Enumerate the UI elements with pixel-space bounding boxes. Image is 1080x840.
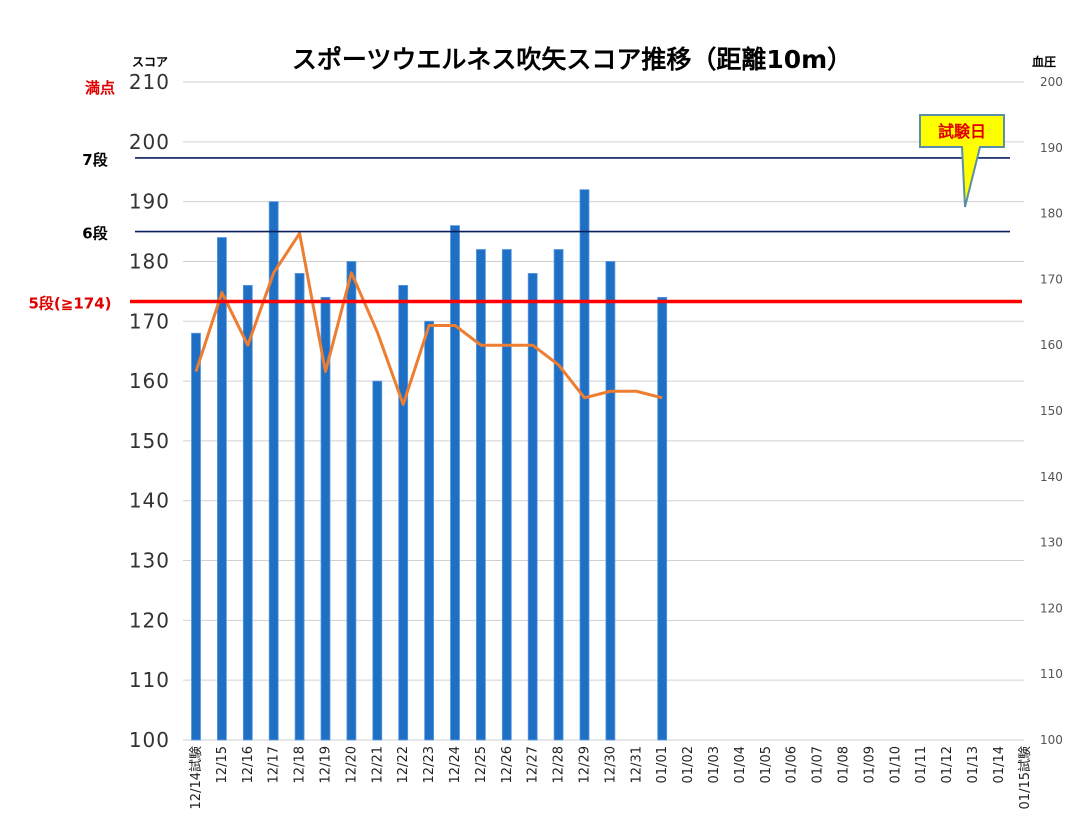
x-tick-label: 01/12 — [940, 746, 955, 783]
x-tick-label: 12/17 — [267, 746, 282, 783]
left-tick-label: 180 — [129, 249, 170, 273]
blood-pressure-polyline — [194, 231, 663, 406]
y-axis-label: スコア — [132, 55, 168, 69]
score-bar — [398, 284, 409, 741]
x-tick-label: 12/21 — [370, 746, 385, 783]
x-tick-label: 01/01 — [655, 746, 670, 783]
y2-axis-label: 血圧 — [1032, 54, 1056, 69]
x-tick-label: 01/06 — [785, 746, 800, 783]
x-tick-label: 01/04 — [733, 746, 748, 783]
score-bar — [346, 261, 357, 741]
score-bar — [579, 189, 590, 741]
x-tick-label: 12/22 — [396, 746, 411, 783]
left-tick-label: 100 — [129, 728, 170, 752]
x-tick-label: 01/05 — [759, 746, 774, 783]
reference-label: 5段(≧174) — [28, 295, 111, 313]
score-bar — [216, 237, 227, 741]
left-tick-label: 130 — [129, 549, 170, 573]
score-bar — [294, 273, 305, 741]
score-bar — [320, 296, 331, 741]
x-tick-label: 01/08 — [837, 746, 852, 783]
x-tick-label: 12/25 — [474, 746, 489, 783]
left-tick-label: 150 — [129, 429, 170, 453]
x-tick-label: 12/19 — [319, 746, 334, 783]
score-bar — [657, 296, 668, 741]
right-tick-label: 100 — [1040, 733, 1063, 747]
right-tick-label: 120 — [1040, 601, 1063, 615]
x-tick-label: 12/26 — [500, 746, 515, 783]
right-tick-label: 200 — [1040, 75, 1063, 89]
x-tick-label: 01/03 — [707, 746, 722, 783]
left-tick-label: 200 — [129, 130, 170, 154]
right-tick-label: 110 — [1040, 667, 1063, 681]
chart-title: スポーツウエルネス吹矢スコア推移（距離10m） — [292, 45, 852, 74]
score-bar — [372, 380, 383, 741]
left-tick-label: 110 — [129, 668, 170, 692]
right-tick-label: 150 — [1040, 404, 1063, 418]
x-tick-label: 01/07 — [811, 746, 826, 783]
score-bar — [527, 273, 538, 741]
x-tick-label: 01/10 — [888, 746, 903, 783]
x-tick-label: 12/24 — [448, 746, 463, 783]
x-tick-label: 01/11 — [914, 746, 929, 783]
x-tick-label: 12/20 — [344, 746, 359, 783]
score-bar — [501, 249, 512, 741]
x-axis-ticks: 12/14試験 12/15 12/16 12/17 12/18 12/19 12/20 12/… — [188, 746, 1033, 809]
score-bars — [191, 189, 668, 741]
score-bar — [553, 249, 564, 741]
x-tick-label: 12/31 — [629, 746, 644, 783]
right-tick-label: 140 — [1040, 470, 1063, 484]
x-tick-label: 01/09 — [862, 746, 877, 783]
score-bar — [424, 320, 435, 741]
callout-box — [919, 114, 1005, 208]
x-tick-label: 12/29 — [578, 746, 593, 783]
x-tick-label: 01/13 — [966, 746, 981, 783]
test-day-callout: 試験日 — [919, 114, 1005, 208]
score-bar — [191, 332, 201, 741]
x-tick-label: 01/02 — [681, 746, 696, 783]
left-tick-label: 120 — [129, 608, 170, 632]
right-tick-label: 160 — [1040, 338, 1063, 352]
reference-label: 6段 — [82, 225, 107, 243]
right-axis-ticks: 100 110 120 130 140 150 160 170 180 190 200 — [1040, 75, 1063, 747]
x-tick-label: 12/30 — [603, 746, 618, 783]
gridlines — [183, 81, 1024, 741]
left-tick-label: 190 — [129, 190, 170, 214]
blood-pressure-line — [194, 231, 663, 406]
x-tick-label: 12/23 — [422, 746, 437, 783]
left-tick-label: 170 — [129, 309, 170, 333]
x-tick-label: 01/14 — [992, 746, 1007, 783]
x-tick-label: 01/15試験 — [1017, 746, 1033, 809]
score-bar — [605, 261, 616, 741]
reference-label: 満点 — [85, 79, 115, 97]
x-tick-label: 12/18 — [293, 746, 308, 783]
left-axis-ticks: 100 110 120 130 140 150 160 170 180 190 200 210 — [129, 70, 170, 752]
left-tick-label: 160 — [129, 369, 170, 393]
left-tick-label: 140 — [129, 489, 170, 513]
callout-label: 試験日 — [938, 122, 986, 141]
right-tick-label: 180 — [1040, 207, 1063, 221]
reference-label: 7段 — [82, 151, 107, 169]
right-tick-label: 170 — [1040, 272, 1063, 286]
x-tick-label: 12/28 — [552, 746, 567, 783]
score-bar — [268, 201, 279, 741]
left-tick-label: 210 — [129, 70, 170, 94]
score-bar — [450, 225, 460, 741]
score-bar — [242, 284, 253, 741]
right-tick-label: 130 — [1040, 536, 1063, 550]
reference-lines: 満点 7段 6段 5段(≧174) — [28, 79, 1022, 313]
x-tick-label: 12/15 — [215, 746, 230, 783]
right-tick-label: 190 — [1040, 141, 1063, 155]
x-tick-label: 12/16 — [241, 746, 256, 783]
score-bar — [475, 249, 486, 741]
x-tick-label: 12/14試験 — [188, 746, 204, 809]
x-tick-label: 12/27 — [526, 746, 541, 783]
